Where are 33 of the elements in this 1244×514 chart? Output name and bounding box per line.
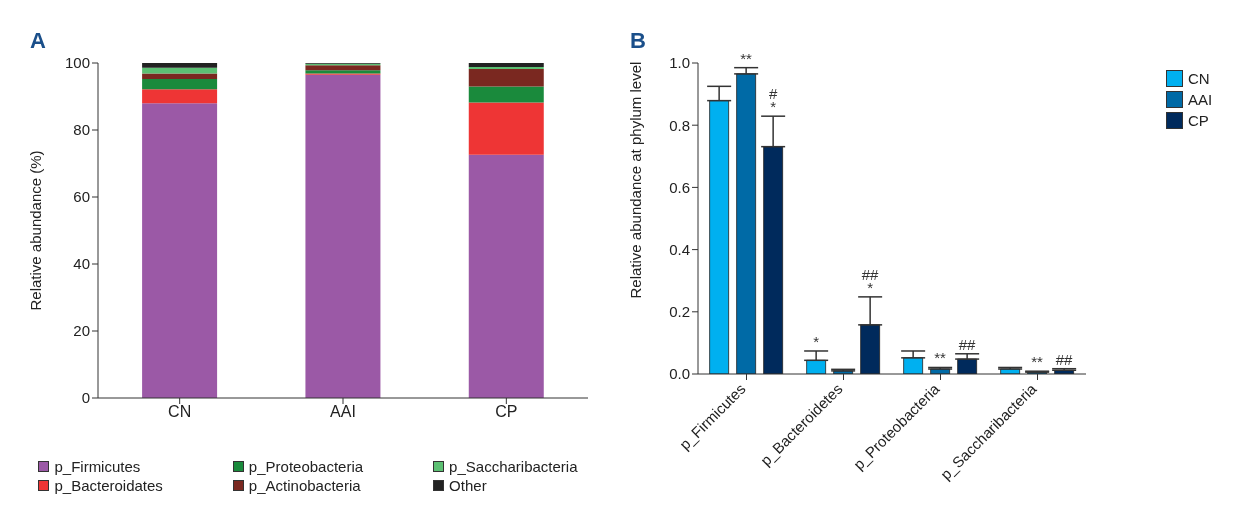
y-tick-label: 40: [73, 255, 90, 273]
y-axis-title: Relative abundance at phylum level: [627, 61, 645, 299]
legend-label: CN: [1188, 70, 1210, 87]
chart-title: A: [30, 28, 46, 54]
data-label: # *: [768, 85, 778, 116]
y-tick-label: 0: [81, 389, 90, 407]
data-label: *: [813, 332, 820, 350]
legend-label: p_Bacteroidates: [54, 477, 163, 494]
chart-title: B: [630, 28, 646, 54]
y-tick-label: 100: [64, 54, 90, 72]
data-label: ## *: [861, 265, 880, 296]
legend-label: AAI: [1188, 91, 1213, 108]
x-tick-label: CN: [168, 403, 192, 421]
y-tick-label: 0.8: [669, 116, 690, 134]
data-label: ##: [958, 335, 977, 353]
y-tick-label: 20: [73, 322, 90, 340]
legend-label: Other: [449, 477, 487, 494]
y-tick-label: 1.0: [669, 54, 690, 72]
x-tick-label: CP: [495, 403, 518, 421]
y-tick-label: 80: [73, 121, 90, 139]
data-label: **: [934, 349, 947, 367]
y-tick-label: 0.2: [669, 303, 690, 321]
legend-label: p_Actinobacteria: [248, 477, 361, 494]
y-tick-label: 60: [73, 188, 90, 206]
y-tick-label: 0.0: [669, 365, 690, 383]
data-label: ##: [1055, 350, 1074, 368]
y-tick-label: 0.6: [669, 178, 690, 196]
legend-label: CP: [1188, 112, 1209, 129]
y-tick-label: 0.4: [669, 240, 690, 258]
y-axis-title: Relative abundance (%): [27, 150, 45, 311]
x-tick-label: AAI: [330, 403, 356, 421]
data-label: **: [740, 49, 753, 67]
data-label: **: [1031, 353, 1044, 371]
